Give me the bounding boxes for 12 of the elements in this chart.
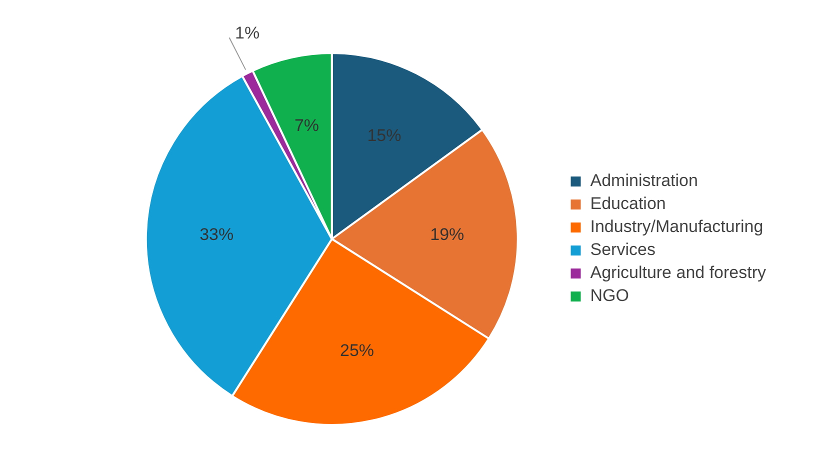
data-label: 1%: [234, 23, 260, 42]
legend-label: Administration: [590, 171, 698, 190]
data-label: 33%: [200, 225, 234, 244]
legend-label: Industry/Manufacturing: [590, 217, 764, 236]
legend-label: NGO: [590, 286, 629, 306]
data-label: 15%: [367, 126, 402, 145]
legend-label: Education: [590, 194, 666, 214]
legend-label: Services: [590, 240, 656, 260]
data-label: 25%: [340, 341, 374, 360]
data-label: 19%: [430, 225, 464, 244]
data-label: 7%: [294, 116, 320, 136]
legend-label: Agriculture and forestry: [590, 263, 766, 282]
